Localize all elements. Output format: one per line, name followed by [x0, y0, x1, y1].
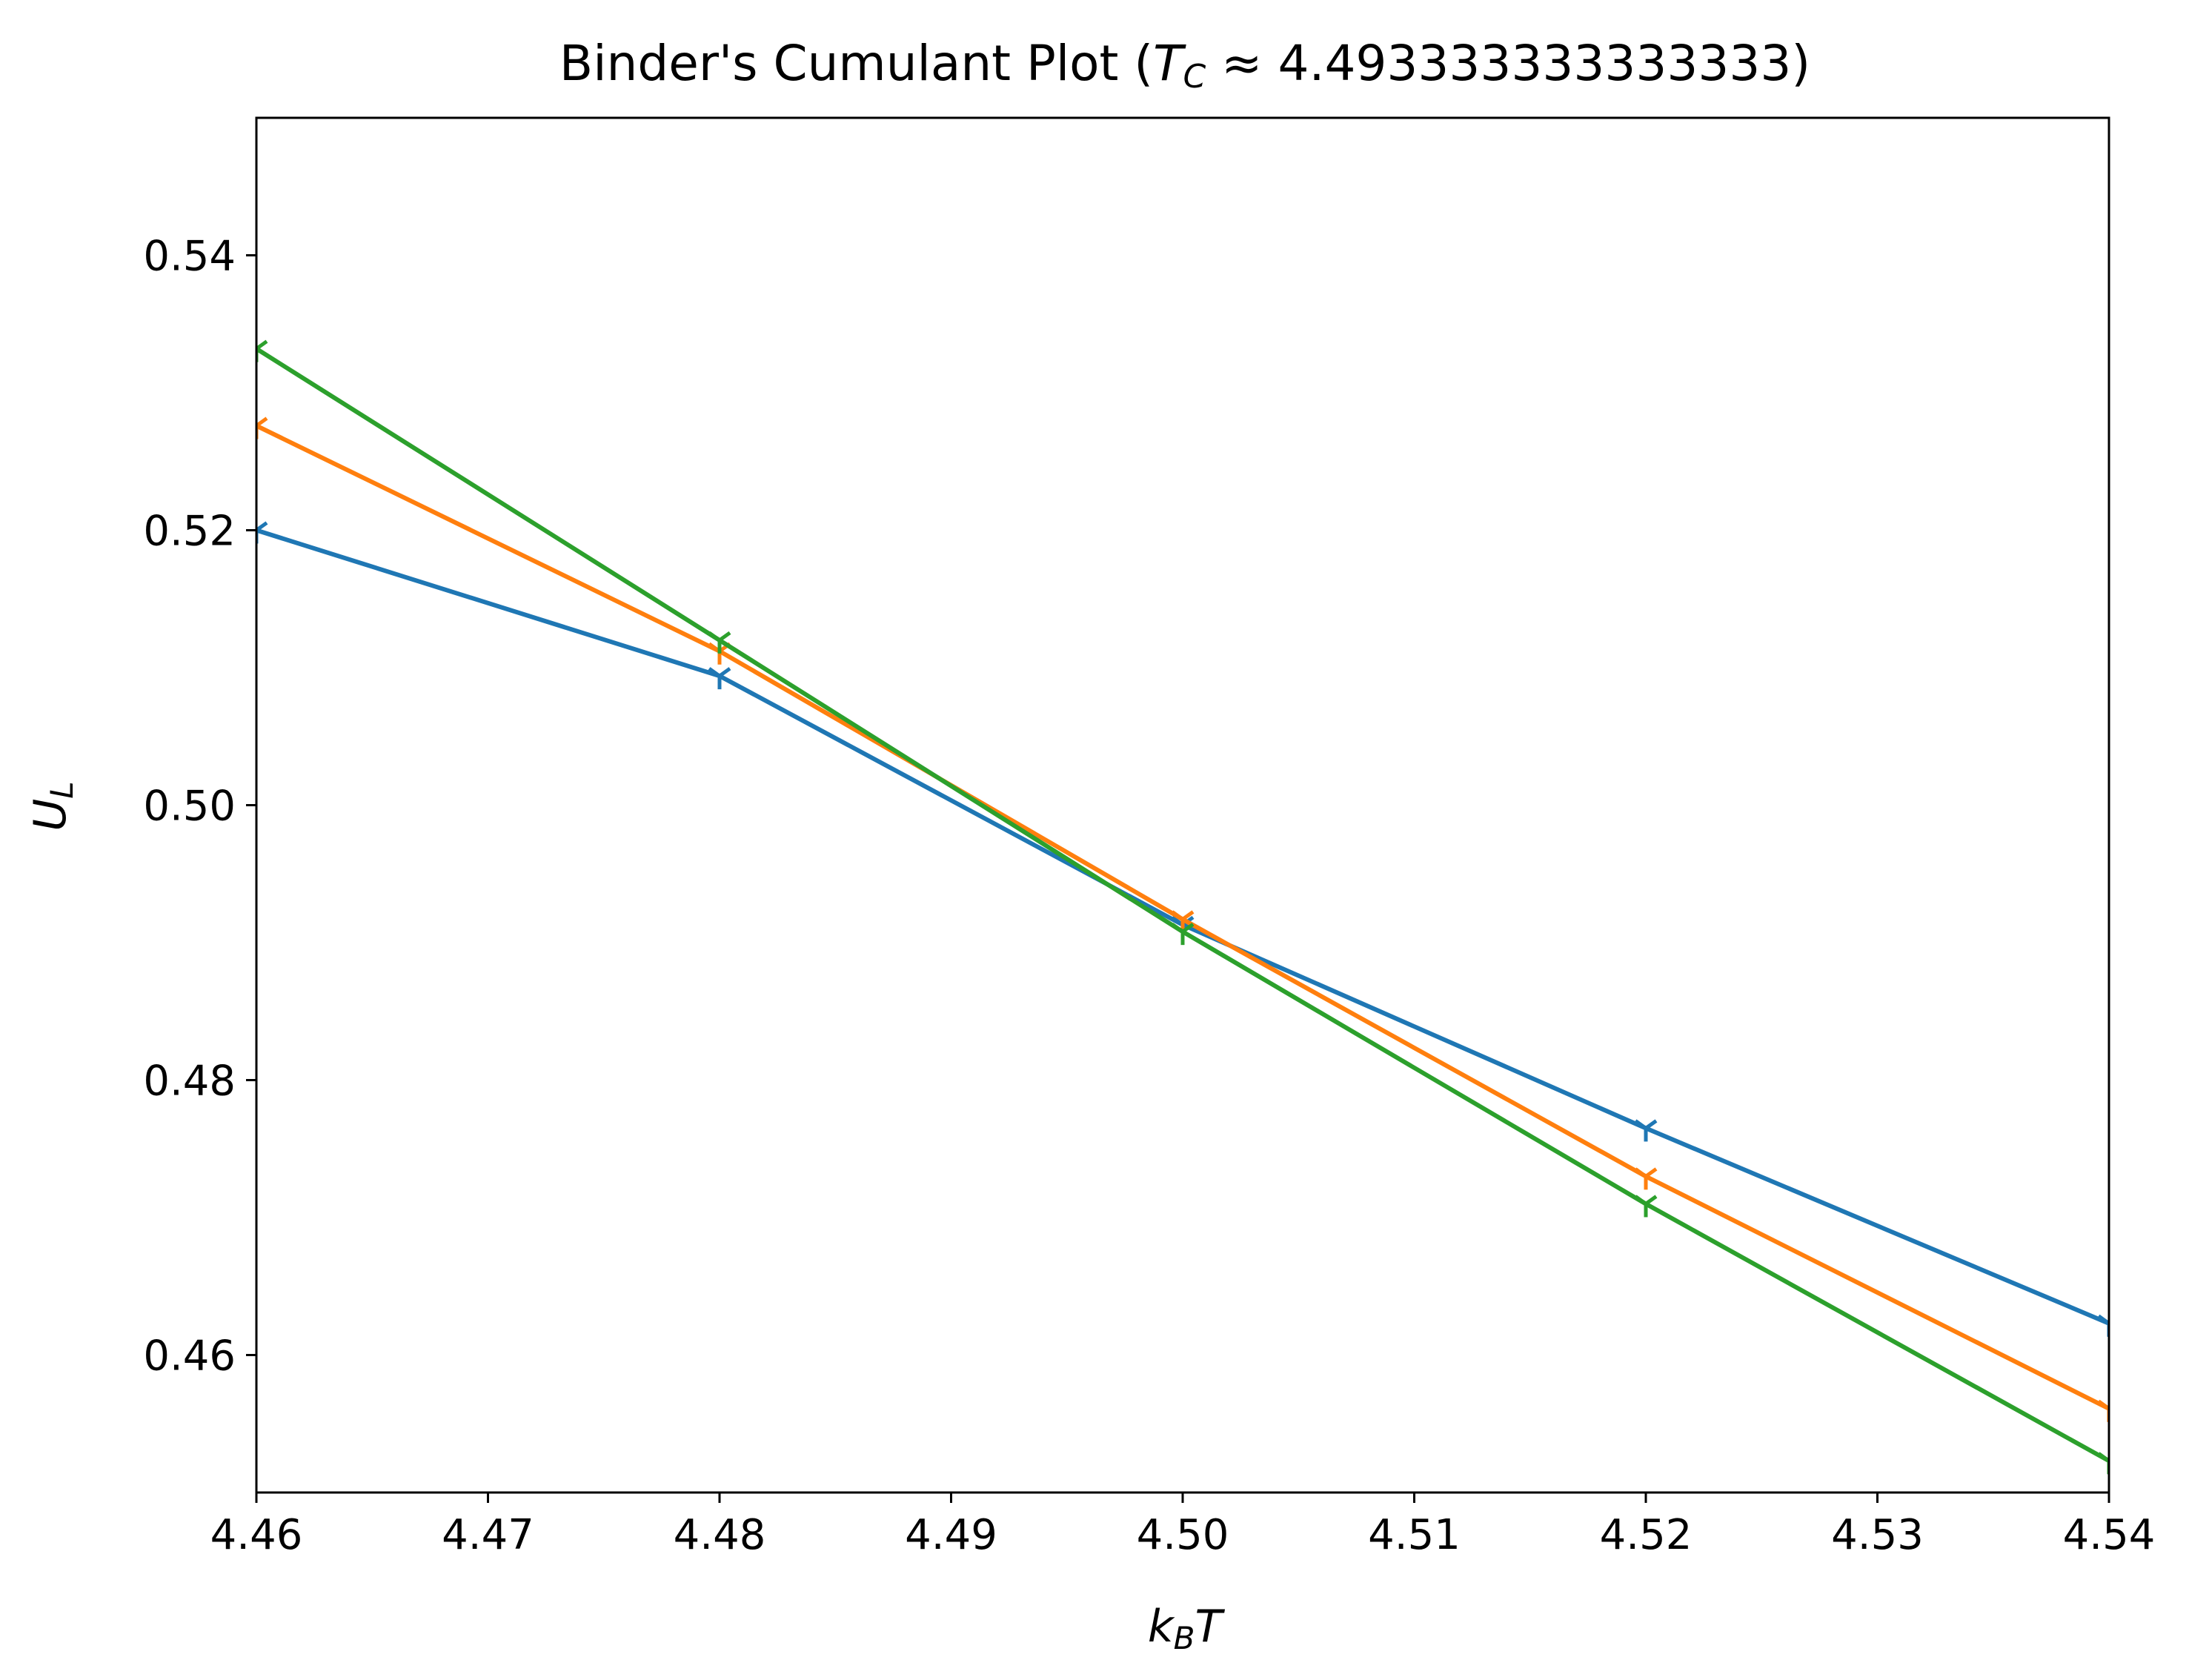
x-axis-label-sub: B	[1174, 1620, 1195, 1656]
y-axis-label-u: U	[24, 799, 76, 831]
series-2	[256, 416, 2109, 1422]
chart-title-main: Binder's Cumulant Plot (	[559, 35, 1153, 92]
chart-title-approx: ≈	[1206, 35, 1278, 92]
x-tick-label: 4.48	[674, 1511, 766, 1559]
series-2-point	[1634, 1167, 1658, 1190]
series-3-point	[708, 631, 731, 654]
axes-group: 4.46 4.47 4.48 4.49 4.50 4.51 4.52 4.53 4.54 0.46…	[143, 116, 2156, 1559]
x-tick-label: 4.49	[905, 1511, 997, 1559]
y-tick-label: 0.46	[143, 1332, 236, 1381]
series-3-point	[2097, 1452, 2109, 1475]
x-tick-label: 4.53	[1831, 1511, 1924, 1559]
series-group	[256, 339, 2109, 1475]
series-2-point	[2097, 1399, 2109, 1422]
series-3-point	[1634, 1195, 1658, 1218]
y-tick-label: 0.52	[143, 508, 236, 556]
y-axis-label: UL	[24, 781, 80, 831]
series-1-point	[708, 667, 731, 690]
y-tick-label: 0.50	[143, 783, 236, 831]
series-3-point	[256, 339, 268, 362]
series-1-point	[2097, 1314, 2109, 1337]
y-axis-label-sub: L	[44, 781, 80, 798]
x-tick-label: 4.52	[1600, 1511, 1693, 1559]
x-tick-label: 4.54	[2063, 1511, 2156, 1559]
x-axis-label-k: k	[1148, 1601, 1175, 1653]
series-1-point	[1634, 1119, 1658, 1142]
y-tick-label: 0.54	[143, 233, 236, 281]
series-3	[256, 339, 2109, 1475]
chart-title-close: )	[1791, 35, 1810, 92]
x-tick-label: 4.46	[210, 1511, 303, 1559]
chart-title-value: 4.493333333333333	[1278, 35, 1791, 92]
x-tick-label: 4.50	[1137, 1511, 1229, 1559]
plot-area	[256, 118, 2109, 1493]
series-3-point	[1171, 923, 1195, 946]
chart-title-tc-sub: C	[1183, 58, 1206, 96]
series-1-point	[256, 521, 268, 544]
plot-background	[256, 118, 2109, 1493]
chart-title: Binder's Cumulant Plot (TC ≈ 4.493333333…	[559, 35, 1810, 96]
x-axis-label-t: T	[1195, 1601, 1225, 1653]
series-2-point	[256, 416, 268, 439]
x-tick-label: 4.51	[1368, 1511, 1461, 1559]
y-tick-label: 0.48	[143, 1058, 236, 1106]
x-axis-label: kBT	[1148, 1601, 1226, 1656]
chart-title-tc: T	[1153, 35, 1186, 92]
x-tick-label: 4.47	[442, 1511, 534, 1559]
